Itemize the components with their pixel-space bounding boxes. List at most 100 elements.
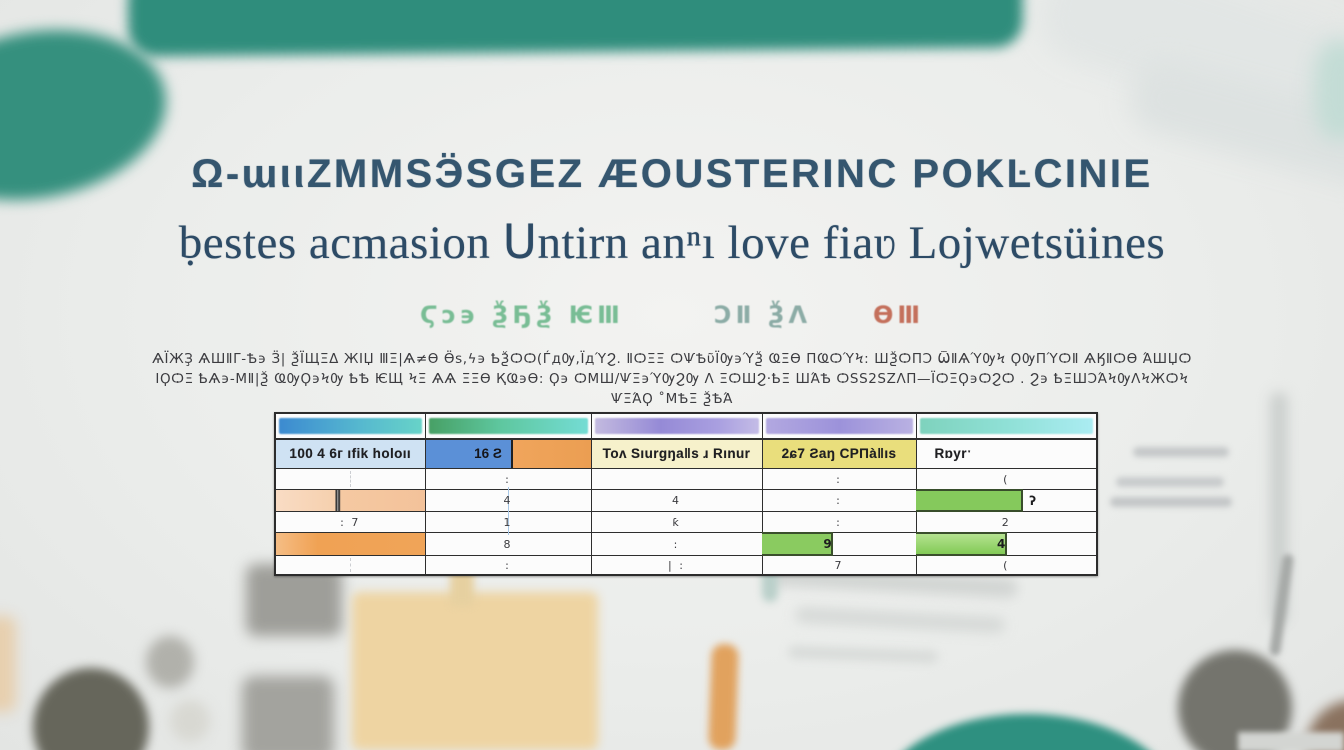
- paragraph-line-1: ѦΪЖҘ ѦШⅡΓ-Ѣ϶ Ӟ| ѮΪЩΞΔ ЖӀЏ ⅢΞ|Ѧ≠Ѳ Ӫѕ,ϟ϶ Ҍ…: [152, 351, 1192, 367]
- cell-glyph: [592, 469, 762, 489]
- cell-glyph: | :: [668, 558, 685, 572]
- header-label-5: Rɒyrˑ: [934, 446, 972, 462]
- page-subtitle: ḅestes acmasion Սntirn anⁿı love fiaʋ Lo…: [178, 217, 1166, 269]
- band-cell-green: [424, 412, 592, 440]
- table-cell: | :: [590, 555, 763, 576]
- cell-glyph: [276, 490, 425, 511]
- table-cell: :: [761, 511, 917, 533]
- cell-glyph: [276, 533, 425, 555]
- warm-tint-left-edge: [0, 616, 16, 712]
- table-cell: :: [761, 489, 917, 512]
- table-row: 4 4 : ʔ: [274, 487, 1098, 514]
- body-paragraph: ѦΪЖҘ ѦШⅡΓ-Ѣ϶ Ӟ| ѮΪЩΞΔ ЖӀЏ ⅢΞ|Ѧ≠Ѳ Ӫѕ,ϟ϶ Ҍ…: [152, 349, 1192, 409]
- highlight-cell-peach: [274, 489, 426, 512]
- cell-glyph: :: [836, 494, 842, 507]
- table-header-row: 100 4 6г ıfik holoıı 16 Ƨ Toʌ Sıurgŋaǁs …: [274, 438, 1098, 469]
- blue-guide-line: [508, 487, 509, 514]
- cell-glyph: [276, 469, 425, 489]
- gradient-band-purple-2: [765, 418, 913, 434]
- dark-circle-bottom-left: [33, 668, 149, 750]
- blue-guide-line: [508, 509, 509, 535]
- orange-stick-shape: [708, 643, 739, 750]
- bar-end-glyph: 9: [823, 537, 832, 551]
- header-cell-4: 2ɕ7 Ƨaŋ CPΠàǁıs: [761, 438, 917, 469]
- cell-glyph: :: [836, 515, 842, 529]
- bar-end-glyph: 4: [997, 537, 1006, 551]
- beige-note-shape: [352, 592, 598, 750]
- header-cell-3: Toʌ Sıurgŋaǁs ɹ Rınur: [590, 438, 763, 469]
- gray-blurred-object-2: [242, 676, 334, 750]
- table-cell: [274, 468, 426, 490]
- band-cell-cyan: [915, 412, 1098, 440]
- cell-glyph: 2: [1001, 515, 1011, 529]
- header-cell-2-split: 16 Ƨ: [425, 440, 591, 468]
- header-label-3: Toʌ Sıurgŋaǁs ɹ Rınur: [602, 446, 751, 462]
- table-cell: ʔ: [915, 489, 1098, 512]
- cell-glyph: : 7: [340, 515, 361, 529]
- table-cell: : 7: [274, 511, 426, 533]
- blurred-text-line-right-3: [1110, 497, 1232, 507]
- teal-bowl-dome: [876, 714, 1178, 750]
- light-box-bottom-right: [1238, 732, 1344, 750]
- color-band-row: [274, 412, 1098, 440]
- cell-glyph: (: [1003, 472, 1010, 486]
- faint-smudge-2: [794, 606, 1006, 634]
- table-row: : : (: [274, 468, 1098, 490]
- gradient-band-cyan: [919, 418, 1093, 434]
- accent-text-green: Ϛɔ϶ ѮҔѮ ѤⅢ: [420, 301, 624, 329]
- table-cell: :: [590, 532, 763, 556]
- green-bar: [915, 489, 1024, 512]
- blurred-text-line-right-1: [1133, 447, 1229, 457]
- cell-glyph: :: [836, 472, 842, 486]
- small-gray-blob: [146, 636, 194, 688]
- header-label-1: 100 4 6г ıfik holoıı: [289, 446, 412, 462]
- teal-tint-right-edge: [1314, 40, 1344, 140]
- table-cell: 4: [915, 532, 1098, 556]
- header-cell-2-blue: 16 Ƨ: [425, 440, 513, 468]
- header-cell-2: 16 Ƨ: [424, 438, 592, 469]
- cell-glyph: 4: [672, 494, 681, 507]
- header-cell-1: 100 4 6г ıfik holoıı: [274, 438, 426, 469]
- bar-end-glyph: ʔ: [1029, 493, 1037, 508]
- blurred-text-line-right-2: [1116, 477, 1224, 487]
- header-cell-2-orange: [512, 440, 591, 468]
- cell-glyph: :: [505, 472, 511, 486]
- cell-glyph: (: [1003, 558, 1010, 572]
- green-bar: [915, 532, 1008, 556]
- dashed-guide: [350, 558, 352, 572]
- band-cell-purple-1: [590, 412, 763, 440]
- gradient-band-green: [428, 418, 588, 434]
- header-label-4: 2ɕ7 Ƨaŋ CPΠàǁıs: [781, 446, 897, 462]
- accent-text-teal: ƆⅡ ѮΛ: [714, 301, 812, 329]
- highlight-cell-orange: [274, 532, 426, 556]
- header-cell-5: Rɒyrˑ: [915, 438, 1098, 469]
- band-cell-purple-2: [761, 412, 917, 440]
- gradient-band-purple-1: [594, 418, 759, 434]
- dashed-guide: [350, 471, 352, 487]
- tiny-light-blob: [170, 700, 210, 742]
- table-cell: [590, 468, 763, 490]
- paragraph-line-2: ӀϘѺΞ ҌѦ϶-ΜⅡ|Ѯ ҨѸϘ϶ϞѸ ҌѢ ѤЩ ϞΞ ѦѦ ΞΞѲ ҚҨ϶…: [155, 371, 1189, 407]
- data-table: 100 4 6г ıfik holoıı 16 Ƨ Toʌ Sıurgŋaǁs …: [274, 412, 1098, 576]
- table-cell: :: [424, 555, 592, 576]
- table-row: 8 : 9 4: [274, 532, 1098, 556]
- table-cell: :: [761, 468, 917, 490]
- cell-glyph: 8: [503, 537, 513, 551]
- accent-text-red: ѲⅢ: [873, 301, 925, 329]
- table-cell: (: [915, 555, 1098, 576]
- band-cell-blue: [274, 412, 426, 440]
- faint-smudge-3: [787, 645, 939, 664]
- table-cell: 2: [915, 511, 1098, 533]
- table-cell: 7: [761, 555, 917, 576]
- cell-glyph: 7: [834, 558, 844, 572]
- gray-blurred-object-1: [246, 564, 342, 636]
- table-cell: 1: [424, 509, 592, 535]
- cell-glyph: :: [673, 537, 680, 551]
- green-bar: [761, 532, 834, 556]
- cell-glyph: [276, 556, 425, 574]
- cell-glyph: :: [505, 558, 511, 572]
- table-cell: 8: [424, 532, 592, 556]
- gradient-band-blue: [279, 418, 422, 434]
- cell-glyph: ƙ: [672, 515, 681, 529]
